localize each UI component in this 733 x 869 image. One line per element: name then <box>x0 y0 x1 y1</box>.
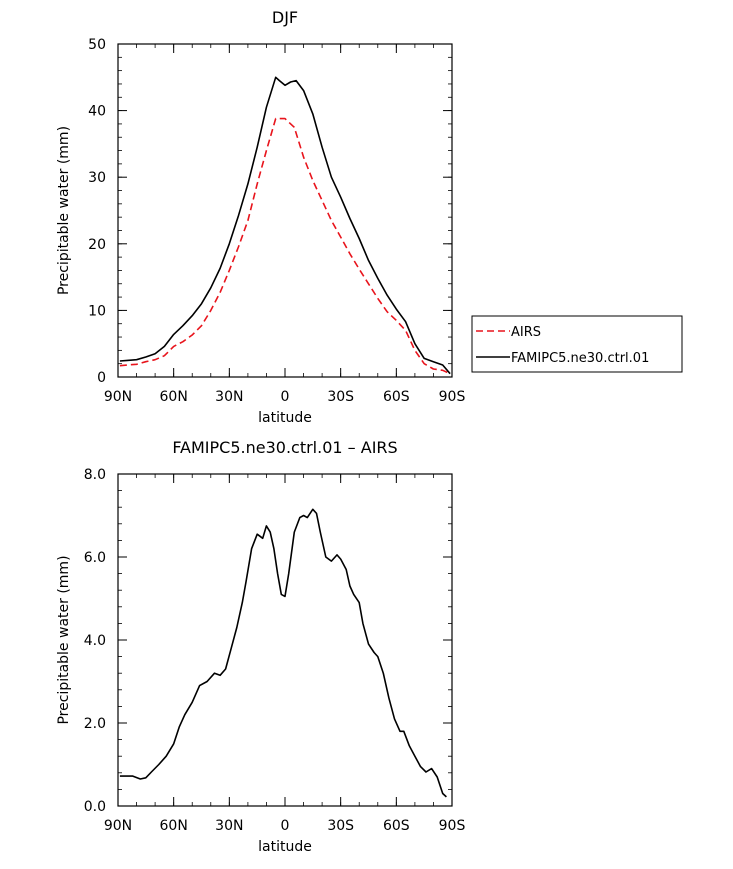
chart-1-x-tick-label: 30S <box>327 818 354 834</box>
chart-1-title: FAMIPC5.ne30.ctrl.01 – AIRS <box>172 438 397 457</box>
chart-0-y-tick-label: 50 <box>88 37 106 53</box>
chart-1-y-axis-label: Precipitable water (mm) <box>56 555 72 724</box>
chart-0-legend-label-1: FAMIPC5.ne30.ctrl.01 <box>511 351 649 366</box>
chart-0-x-tick-label: 90N <box>104 389 132 405</box>
chart-0-x-tick-label: 0 <box>281 389 290 405</box>
chart-difference: 0.0 2.0 4.0 6.0 8.0 90N 60N 30N 0 30S 60S 90S FAMIPC… <box>56 438 465 855</box>
chart-0-y-axis-label: Precipitable water (mm) <box>56 126 72 295</box>
chart-1-y-tick-label: 2.0 <box>84 716 106 732</box>
chart-0-y-tick-label: 40 <box>88 104 106 120</box>
chart-0-legend-box <box>471 315 683 373</box>
chart-0-y-tick-label: 0 <box>97 370 106 386</box>
chart-0-y-tick-label: 20 <box>88 237 106 253</box>
chart-1-x-tick-label: 90N <box>104 818 132 834</box>
chart-1-x-tick-label: 0 <box>281 818 290 834</box>
chart-0-legend-label-0: AIRS <box>511 325 541 340</box>
chart-1-x-tick-label: 60S <box>383 818 410 834</box>
chart-0-y-tick-label: 30 <box>88 170 106 186</box>
chart-0-x-tick-label: 90S <box>439 389 466 405</box>
chart-djf: 0 10 20 30 40 50 90N 60N 30N 0 30S 60S 90S DJF latitud… <box>56 8 683 426</box>
chart-1-series-line-0 <box>119 508 447 798</box>
chart-1-y-tick-label: 6.0 <box>84 550 106 566</box>
chart-0-series-line-1 <box>119 76 451 375</box>
chart-0-x-tick-label: 60N <box>160 389 188 405</box>
chart-1-x-tick-label: 90S <box>439 818 466 834</box>
chart-1-x-tick-label: 60N <box>160 818 188 834</box>
chart-0-x-tick-label: 30N <box>215 389 243 405</box>
chart-0-x-axis-label: latitude <box>258 410 312 426</box>
chart-1-x-axis-label: latitude <box>258 839 312 855</box>
chart-1-x-tick-label: 30N <box>215 818 243 834</box>
chart-0-x-tick-label: 60S <box>383 389 410 405</box>
chart-0-x-tick-label: 30S <box>327 389 354 405</box>
chart-0-title: DJF <box>272 8 298 27</box>
chart-1-plot-frame <box>117 473 453 807</box>
chart-0-y-tick-label: 10 <box>88 303 106 319</box>
chart-1-y-tick-label: 4.0 <box>84 633 106 649</box>
chart-1-y-tick-label: 8.0 <box>84 467 106 483</box>
chart-0-series-line-0 <box>119 117 451 375</box>
chart-1-y-tick-label: 0.0 <box>84 799 106 815</box>
